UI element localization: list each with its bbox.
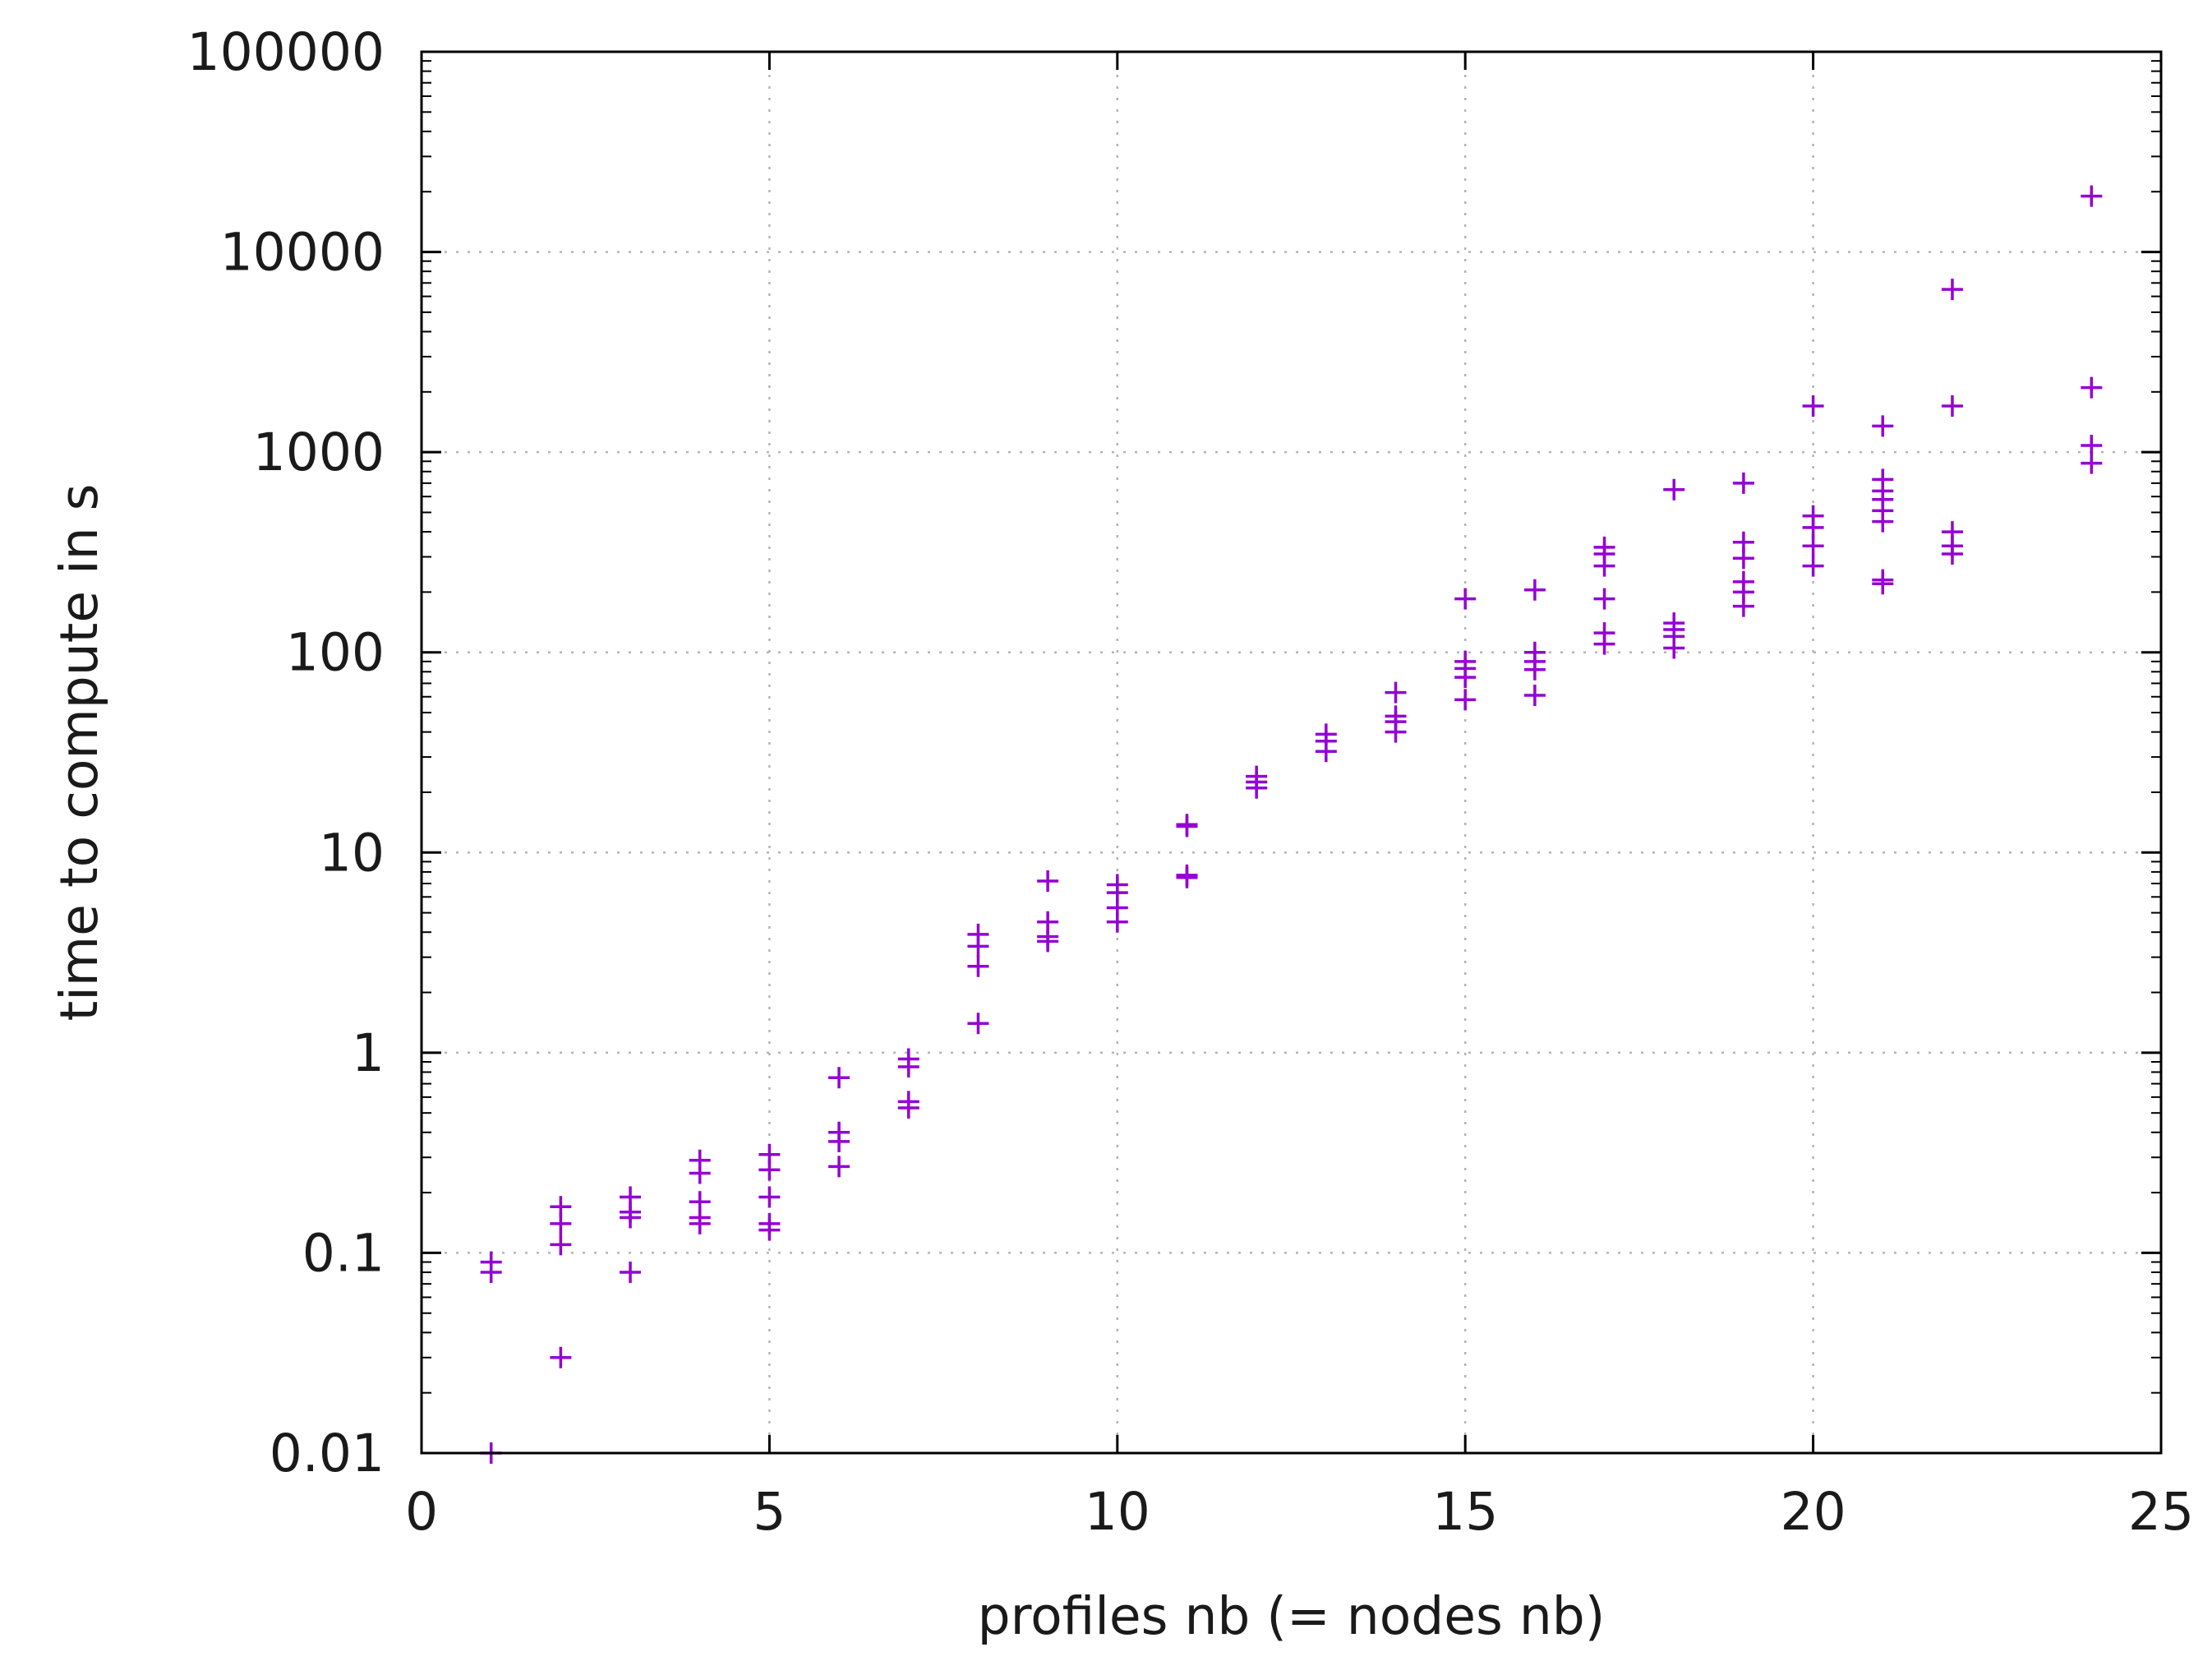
data-point	[1246, 765, 1268, 787]
data-point	[1941, 521, 1963, 543]
plot-frame	[420, 50, 2163, 1455]
data-point	[828, 1121, 850, 1143]
data-point	[550, 1196, 572, 1218]
data-point	[1037, 911, 1059, 933]
y-tick-label: 10000	[220, 223, 385, 283]
data-point	[1523, 641, 1546, 663]
y-tick-label: 0.1	[302, 1223, 385, 1283]
x-tick-label: 5	[753, 1482, 786, 1542]
data-point	[1802, 395, 1824, 418]
data-point	[1385, 705, 1407, 727]
data-point	[1315, 723, 1337, 745]
data-point	[758, 1143, 781, 1165]
y-tick-label: 100	[286, 623, 385, 683]
data-point	[758, 1212, 781, 1234]
y-tick-labels: 0.01 0.1 1 10 100 1000 10000 100000	[187, 22, 385, 1483]
data-point	[1385, 681, 1407, 704]
data-point	[1941, 395, 1963, 418]
data-point	[1872, 415, 1894, 437]
data-point	[1802, 555, 1824, 577]
data-point	[967, 923, 989, 945]
x-tick-label: 0	[405, 1482, 438, 1542]
data-point	[1176, 864, 1198, 886]
data-point	[1593, 588, 1615, 610]
data-point	[897, 1091, 919, 1113]
data-point	[480, 1251, 502, 1273]
data-point	[758, 1186, 781, 1208]
data-point	[2081, 376, 2103, 399]
data-point	[620, 1262, 642, 1284]
data-point	[2081, 185, 2103, 207]
data-point	[1663, 478, 1685, 501]
data-point	[689, 1149, 711, 1171]
x-axis-title: profiles nb (= nodes nb)	[978, 1586, 1606, 1646]
data-point	[1454, 650, 1477, 672]
data-point	[689, 1191, 711, 1213]
data-point	[1941, 279, 1963, 301]
x-tick-label: 20	[1781, 1482, 1846, 1542]
data-point	[1802, 505, 1824, 527]
data-point	[550, 1346, 572, 1368]
data-point	[1176, 814, 1198, 836]
data-point	[828, 1156, 850, 1178]
data-point	[1732, 531, 1754, 553]
data-point	[1732, 472, 1754, 494]
y-tick-label: 0.01	[270, 1423, 385, 1483]
y-tick-label: 10	[319, 823, 385, 883]
y-tick-label: 1000	[253, 422, 385, 482]
data-point	[1663, 612, 1685, 634]
data-point	[1872, 569, 1894, 591]
data-point	[1106, 874, 1128, 896]
data-point	[1523, 579, 1546, 601]
data-point	[1037, 870, 1059, 893]
data-point	[828, 1067, 850, 1089]
data-point	[1732, 570, 1754, 593]
data-point	[550, 1234, 572, 1256]
data-point	[967, 955, 989, 977]
data-point	[1523, 685, 1546, 707]
data-point	[1593, 536, 1615, 558]
x-tick-label: 10	[1085, 1482, 1150, 1542]
y-axis-title: time to compute in s	[49, 484, 109, 1022]
data-point	[1802, 535, 1824, 557]
grid-lines	[422, 52, 2161, 1453]
x-tick-label: 15	[1432, 1482, 1498, 1542]
data-point	[620, 1186, 642, 1208]
data-point	[967, 1013, 989, 1035]
y-tick-label: 1	[352, 1023, 385, 1083]
data-point	[1593, 622, 1615, 644]
data-point	[1872, 468, 1894, 491]
data-point	[1454, 588, 1477, 610]
data-point	[2081, 435, 2103, 457]
x-tick-label: 25	[2128, 1482, 2194, 1542]
data-points	[480, 185, 2103, 1464]
data-point	[1454, 689, 1477, 711]
x-tick-labels: 0 5 10 15 20 25	[405, 1482, 2194, 1542]
y-tick-label: 100000	[187, 22, 385, 82]
data-point	[897, 1048, 919, 1070]
axis-ticks	[420, 50, 2163, 1455]
